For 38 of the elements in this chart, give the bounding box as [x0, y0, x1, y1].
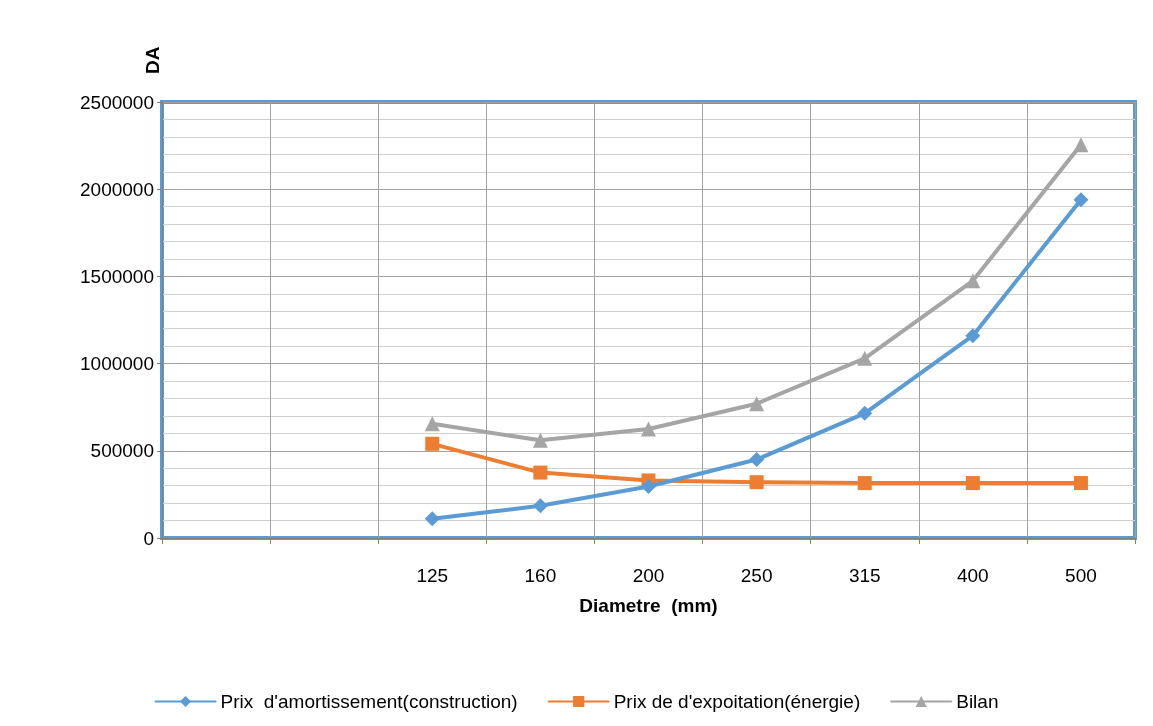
x-tick-label: 400 — [956, 565, 989, 586]
point — [1073, 137, 1089, 153]
point — [749, 396, 765, 412]
point — [965, 273, 981, 289]
y-tick-label: 1000000 — [80, 353, 154, 375]
point — [857, 476, 872, 491]
point — [965, 476, 980, 491]
x-tick-label: 250 — [740, 565, 773, 586]
point — [965, 328, 981, 344]
point — [425, 436, 440, 451]
y-axis-title: DA — [142, 46, 163, 74]
legend-label: Bilan — [956, 691, 999, 712]
x-tick-label: 200 — [632, 565, 665, 586]
x-tick-label: 125 — [416, 565, 449, 586]
point — [424, 511, 440, 527]
legend-label: Prix de d'expoitation(énergie) — [613, 691, 861, 712]
point — [641, 421, 656, 437]
point — [533, 465, 548, 480]
legend-label: Prix d'amortissement(construction) — [220, 691, 518, 712]
y-tick-label: 0 — [143, 527, 154, 549]
point — [1073, 476, 1088, 491]
x-axis-title: Diametre (mm) — [579, 595, 718, 616]
point — [749, 475, 764, 490]
point — [532, 498, 548, 514]
point — [857, 405, 873, 421]
point — [532, 432, 548, 448]
y-tick-label: 2500000 — [80, 91, 154, 113]
point — [749, 452, 765, 468]
y-tick-label: 1500000 — [80, 265, 154, 287]
x-tick-label: 160 — [524, 565, 557, 586]
x-tick-label: 315 — [848, 565, 881, 586]
y-tick-label: 500000 — [90, 440, 154, 462]
y-tick-label: 2000000 — [80, 178, 154, 200]
x-tick-label: 500 — [1065, 565, 1097, 586]
point — [1073, 192, 1089, 208]
point — [424, 416, 440, 432]
point — [641, 479, 656, 495]
point — [857, 350, 873, 366]
